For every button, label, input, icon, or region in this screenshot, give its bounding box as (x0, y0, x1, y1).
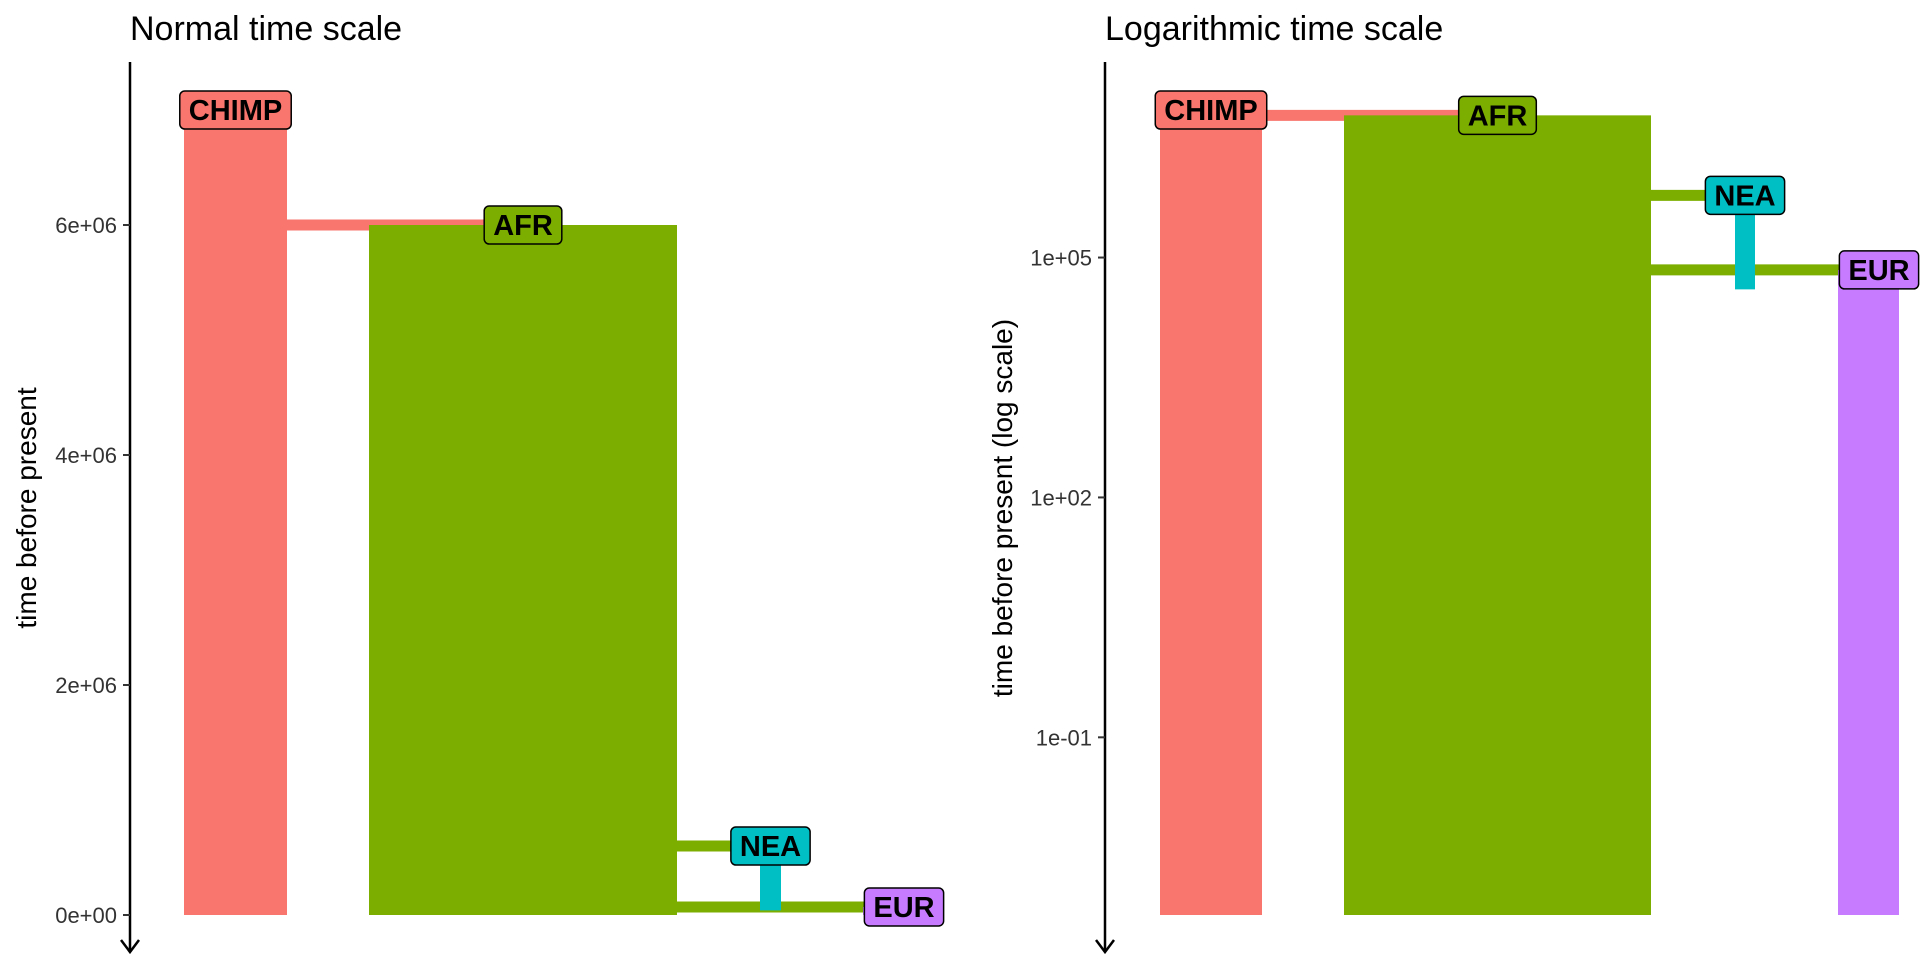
population-label-nea: NEA (1704, 175, 1786, 216)
population-label-eur: EUR (863, 887, 945, 927)
population-label-box (863, 887, 945, 927)
y-tick-label: 0e+00 (55, 903, 117, 928)
population-label-box (1154, 90, 1268, 130)
population-label-text: EUR (873, 892, 934, 924)
population-bar-eur (1838, 269, 1899, 915)
y-tick-label: 1e+05 (1030, 246, 1092, 271)
population-label-box (483, 205, 563, 245)
population-label-box (1704, 175, 1786, 216)
population-bar-afr (1344, 115, 1651, 915)
population-label-text: NEA (740, 831, 801, 863)
y-axis-title: time before present (log scale) (987, 319, 1018, 697)
population-bar-afr (369, 225, 677, 915)
population-label-box (1457, 95, 1538, 136)
population-bar-chimp (1160, 110, 1262, 915)
population-bar-nea (1735, 195, 1755, 290)
panel-title: Logarithmic time scale (1105, 10, 1443, 48)
population-label-chimp: CHIMP (1154, 90, 1268, 130)
y-tick-label: 4e+06 (55, 443, 117, 468)
population-label-text: CHIMP (1164, 95, 1257, 127)
panel-log-time-scale: Logarithmic time scale 1e-01 1e+02 1e+05 tim… (987, 10, 1920, 955)
population-label-text: AFR (1468, 100, 1528, 132)
population-label-text: CHIMP (189, 95, 282, 127)
population-label-nea: NEA (730, 826, 811, 866)
y-tick-label: 1e-01 (1036, 725, 1092, 750)
panel-title: Normal time scale (130, 10, 402, 48)
y-axis-arrow-icon (120, 939, 140, 955)
population-label-text: NEA (1714, 180, 1775, 212)
y-tick-label: 6e+06 (55, 213, 117, 238)
population-label-text: AFR (493, 210, 553, 242)
population-label-box (179, 90, 292, 130)
population-label-box (730, 826, 811, 866)
y-tick-label: 1e+02 (1030, 485, 1092, 510)
population-label-chimp: CHIMP (179, 90, 292, 130)
y-axis-arrow-icon (1095, 939, 1115, 955)
population-label-text: EUR (1848, 255, 1909, 287)
population-label-afr: AFR (483, 205, 563, 245)
population-label-eur: EUR (1838, 250, 1920, 290)
y-tick-label: 2e+06 (55, 673, 117, 698)
population-label-box (1838, 250, 1920, 290)
population-bar-chimp (184, 110, 287, 915)
y-axis-title: time before present (11, 387, 42, 628)
panel-normal-time-scale: Normal time scale 0e+00 2e+06 4e+06 6e+06 tim… (11, 10, 945, 955)
population-label-afr: AFR (1457, 95, 1538, 136)
